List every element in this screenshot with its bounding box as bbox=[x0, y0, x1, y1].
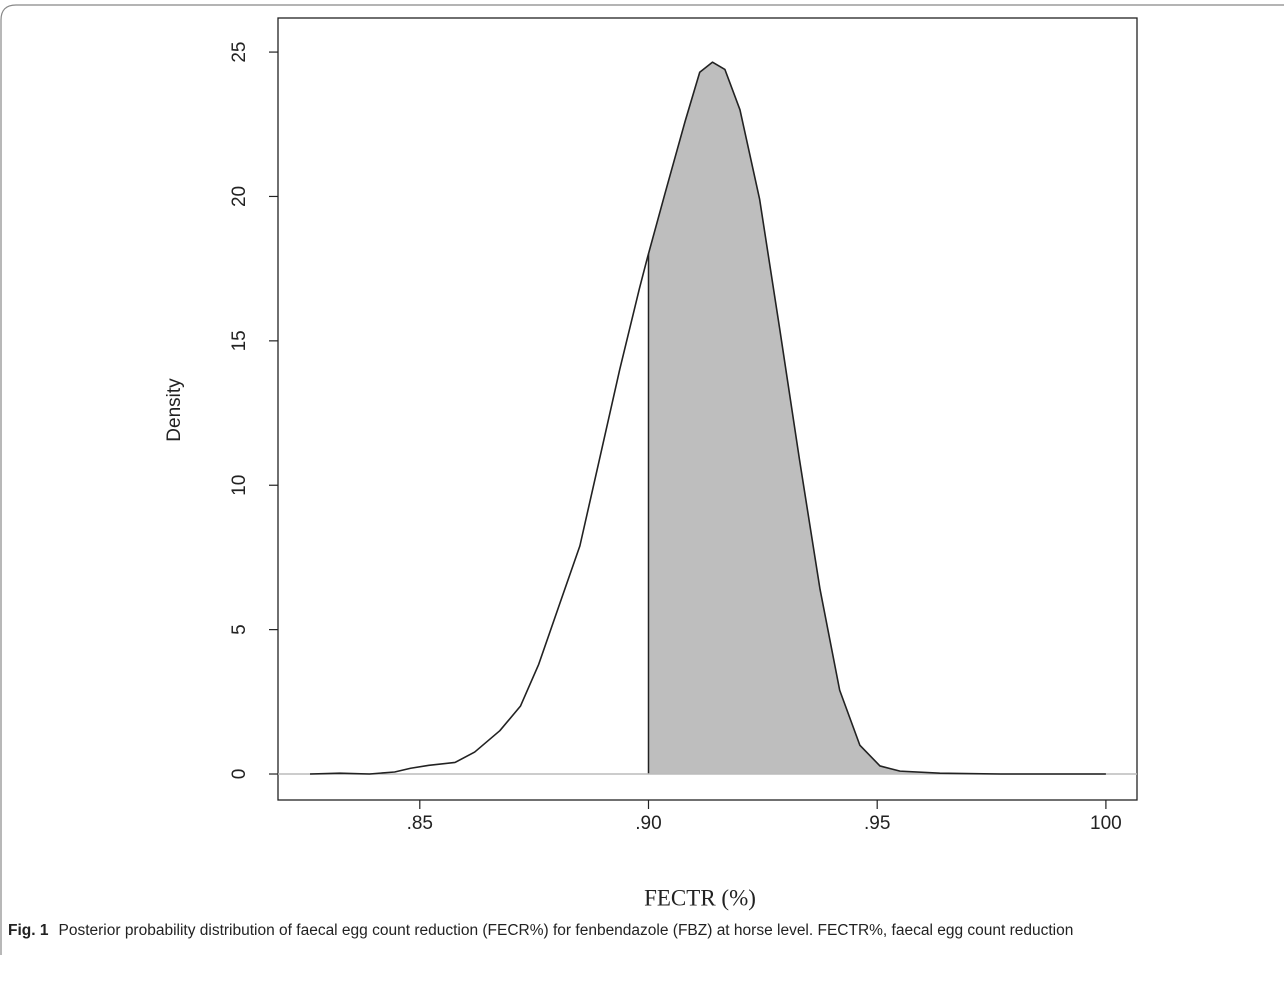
y-axis-label: Density bbox=[164, 378, 185, 442]
caption-label: Fig. 1 bbox=[8, 922, 49, 939]
y-tick-label: 0 bbox=[229, 769, 250, 780]
y-tick-label: 15 bbox=[229, 330, 250, 351]
caption: Fig. 1 Posterior probability distribution… bbox=[8, 918, 1268, 943]
figure-frame bbox=[0, 4, 1284, 955]
caption-text: Posterior probability distribution of fa… bbox=[58, 922, 1074, 939]
y-tick-label: 20 bbox=[229, 186, 250, 207]
y-tick-label: 5 bbox=[229, 624, 250, 635]
x-tick-label: .95 bbox=[864, 813, 890, 834]
plot-frame bbox=[277, 17, 1138, 801]
x-tick-label: 100 bbox=[1090, 813, 1122, 834]
y-tick-label: 10 bbox=[229, 475, 250, 496]
x-tick-label: .90 bbox=[635, 813, 661, 834]
density-curve bbox=[309, 61, 1106, 775]
shaded-area bbox=[648, 62, 1106, 775]
plot-area bbox=[278, 61, 1137, 775]
x-tick-label: .85 bbox=[407, 813, 433, 834]
y-tick-label: 25 bbox=[229, 42, 250, 63]
x-axis-label: FECTR (%) bbox=[644, 885, 756, 910]
